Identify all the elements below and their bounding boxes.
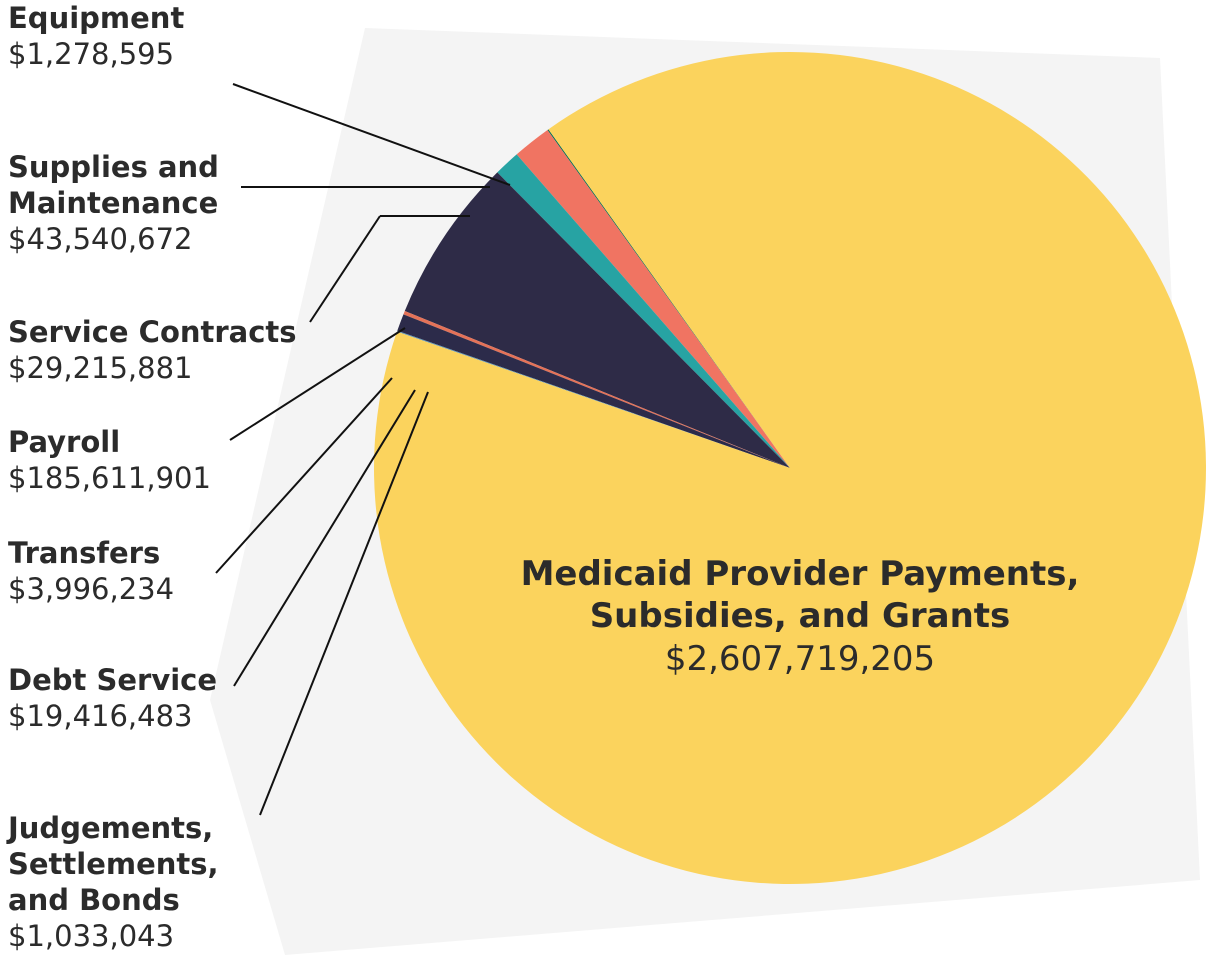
label-equipment-value: $1,278,595 <box>8 37 175 71</box>
label-supplies: Supplies and Maintenance $43,540,672 <box>8 149 219 257</box>
label-medicaid-value: $2,607,719,205 <box>664 639 936 679</box>
label-judgements-value: $1,033,043 <box>8 919 175 953</box>
leader-line-equipment <box>232 83 511 186</box>
label-medicaid-name-line2: Subsidies, and Grants <box>589 596 1011 636</box>
label-debt-service: Debt Service $19,416,483 <box>8 662 217 734</box>
label-transfers-name: Transfers <box>8 536 161 570</box>
pie-slice-debt-service <box>397 314 790 468</box>
label-equipment-name: Equipment <box>8 1 185 35</box>
pie-slice-equipment <box>547 129 790 468</box>
pie-slice-payroll <box>404 172 790 468</box>
label-supplies-value: $43,540,672 <box>8 222 193 256</box>
label-payroll-name: Payroll <box>8 425 121 459</box>
pie-slice-service-contracts <box>497 154 790 469</box>
label-transfers: Transfers $3,996,234 <box>8 535 174 607</box>
label-service-contracts: Service Contracts $29,215,881 <box>8 314 297 386</box>
label-judgements-name-line1: Judgements, <box>8 811 214 845</box>
label-payroll-value: $185,611,901 <box>8 461 211 495</box>
label-supplies-name-line1: Supplies and <box>8 150 219 184</box>
pie-slice-medicaid <box>373 52 1206 885</box>
label-payroll: Payroll $185,611,901 <box>8 424 211 496</box>
label-supplies-name-line2: Maintenance <box>8 186 219 220</box>
leader-line-judgements <box>259 391 429 816</box>
leader-line-transfers <box>215 377 393 574</box>
label-medicaid-name-line1: Medicaid Provider Payments, <box>520 554 1080 594</box>
label-medicaid: Medicaid Provider Payments, Subsidies, a… <box>480 553 1120 681</box>
label-judgements-name-line3: and Bonds <box>8 883 180 917</box>
pie-slice-judgements <box>396 330 790 468</box>
pie-slice-supplies <box>516 130 790 468</box>
leader-line-debt-service <box>233 389 416 687</box>
label-judgements: Judgements, Settlements, and Bonds $1,03… <box>8 810 219 954</box>
label-debt-service-value: $19,416,483 <box>8 699 193 733</box>
label-debt-service-name: Debt Service <box>8 663 218 697</box>
label-transfers-value: $3,996,234 <box>8 572 175 606</box>
label-judgements-name-line2: Settlements, <box>8 847 219 881</box>
label-equipment: Equipment $1,278,595 <box>8 0 184 72</box>
leader-line-service-contracts <box>309 215 381 323</box>
label-service-contracts-name: Service Contracts <box>8 315 297 349</box>
leader-line-payroll <box>229 327 406 441</box>
label-service-contracts-value: $29,215,881 <box>8 351 193 385</box>
pie-slice-transfers <box>403 310 790 468</box>
